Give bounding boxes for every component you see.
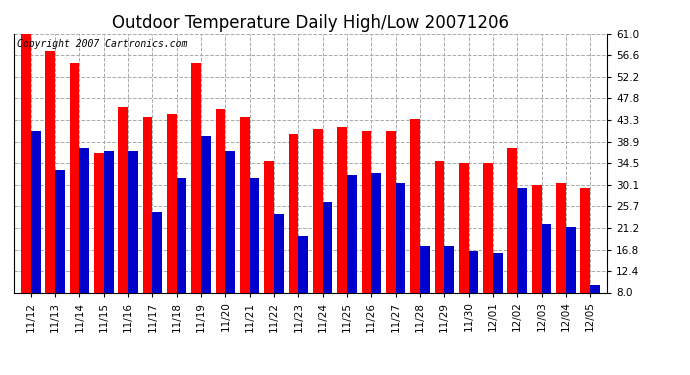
Bar <box>70 63 79 292</box>
Bar <box>371 173 381 292</box>
Bar <box>274 214 284 292</box>
Bar <box>79 148 89 292</box>
Bar <box>518 188 527 292</box>
Bar <box>347 176 357 292</box>
Bar <box>264 160 274 292</box>
Bar <box>362 131 371 292</box>
Bar <box>128 151 138 292</box>
Bar <box>250 178 259 292</box>
Bar <box>590 285 600 292</box>
Bar <box>435 160 444 292</box>
Bar <box>201 136 210 292</box>
Bar <box>21 34 31 292</box>
Bar <box>226 151 235 292</box>
Bar <box>493 254 502 292</box>
Bar <box>469 251 478 292</box>
Bar <box>556 183 566 292</box>
Bar <box>532 184 542 292</box>
Bar <box>459 163 469 292</box>
Bar <box>177 178 186 292</box>
Bar <box>411 119 420 292</box>
Bar <box>395 183 405 292</box>
Bar <box>580 188 590 292</box>
Bar <box>240 117 250 292</box>
Bar <box>386 131 395 292</box>
Bar <box>298 236 308 292</box>
Bar <box>337 126 347 292</box>
Title: Outdoor Temperature Daily High/Low 20071206: Outdoor Temperature Daily High/Low 20071… <box>112 14 509 32</box>
Bar <box>313 129 323 292</box>
Bar <box>167 114 177 292</box>
Bar <box>143 117 152 292</box>
Bar <box>566 226 575 292</box>
Text: Copyright 2007 Cartronics.com: Copyright 2007 Cartronics.com <box>17 39 187 49</box>
Bar <box>119 107 128 292</box>
Bar <box>46 51 55 292</box>
Bar <box>55 171 65 292</box>
Bar <box>507 148 518 292</box>
Bar <box>152 212 162 292</box>
Bar <box>420 246 430 292</box>
Bar <box>31 131 41 292</box>
Bar <box>444 246 454 292</box>
Bar <box>94 153 104 292</box>
Bar <box>323 202 333 292</box>
Bar <box>216 110 226 292</box>
Bar <box>288 134 298 292</box>
Bar <box>191 63 201 292</box>
Bar <box>542 224 551 292</box>
Bar <box>483 163 493 292</box>
Bar <box>104 151 114 292</box>
